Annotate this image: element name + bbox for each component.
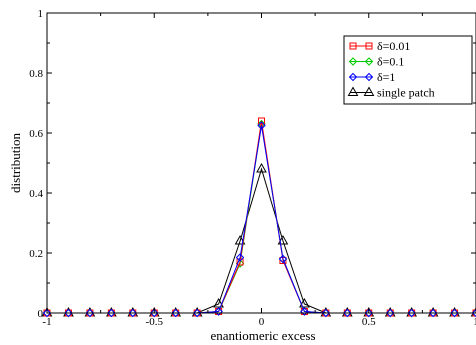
data-point (300, 307, 309, 316)
plot-layer (41, 117, 476, 318)
data-point (385, 308, 395, 318)
data-point (299, 297, 310, 308)
data-point (258, 117, 265, 125)
legend-marker (364, 72, 374, 82)
data-point (364, 308, 373, 318)
x-tick-label: -1 (42, 316, 51, 328)
x-axis-title: enantiomeric excess (210, 328, 315, 343)
legend-label: δ=1 (377, 70, 395, 84)
data-point (278, 254, 288, 264)
legend-marker (364, 57, 374, 66)
series-line (47, 123, 476, 314)
x-tick-label: 1 (473, 316, 476, 328)
legend-label: δ=0.1 (377, 55, 404, 69)
data-point (213, 297, 224, 308)
data-point (277, 234, 289, 245)
y-tick-label: 1 (38, 8, 44, 20)
data-point (428, 308, 438, 318)
data-point (257, 121, 266, 130)
data-point (343, 308, 352, 318)
y-tick-label: 0.8 (29, 68, 43, 80)
data-point (107, 308, 116, 318)
y-tick-label: 0.4 (29, 188, 43, 200)
data-point (234, 234, 246, 245)
legend-marker (348, 72, 358, 82)
y-tick-label: 0.6 (29, 128, 43, 140)
legend-marker (349, 42, 357, 50)
y-axis-title: distribution (8, 133, 23, 193)
legend-marker (348, 57, 358, 66)
data-point (85, 308, 95, 318)
data-point (150, 308, 159, 318)
legend-label: δ=0.01 (377, 39, 410, 53)
y-tick-label: 0.2 (29, 248, 43, 260)
data-point (128, 308, 138, 318)
x-tick-label: -0.5 (146, 316, 164, 328)
data-point (214, 307, 223, 316)
y-tick-label: 0 (38, 308, 44, 320)
data-point (235, 253, 245, 262)
data-point (450, 308, 459, 318)
series-line (47, 125, 476, 314)
x-tick-label: 0.5 (362, 316, 376, 328)
axis-layer: -1 -0.5 0 0.5 1 0 0.2 0.4 0.6 0.8 1 (29, 8, 476, 328)
data-point (321, 308, 331, 318)
data-point (407, 308, 416, 318)
data-point (192, 308, 202, 318)
data-point (42, 308, 52, 318)
series-line (47, 167, 476, 314)
x-tick-label: 0 (259, 316, 265, 328)
legend-label: single patch (377, 86, 435, 100)
legend-marker (365, 42, 373, 50)
data-point (256, 162, 267, 173)
legend-marker (347, 86, 359, 96)
data-point (171, 308, 180, 318)
data-point (236, 258, 244, 266)
data-point (64, 308, 73, 318)
legend: δ=0.01 δ=0.1δ=1 single patch (343, 35, 473, 105)
data-point (471, 308, 476, 318)
legend-marker (363, 86, 375, 96)
series-line (47, 120, 476, 314)
